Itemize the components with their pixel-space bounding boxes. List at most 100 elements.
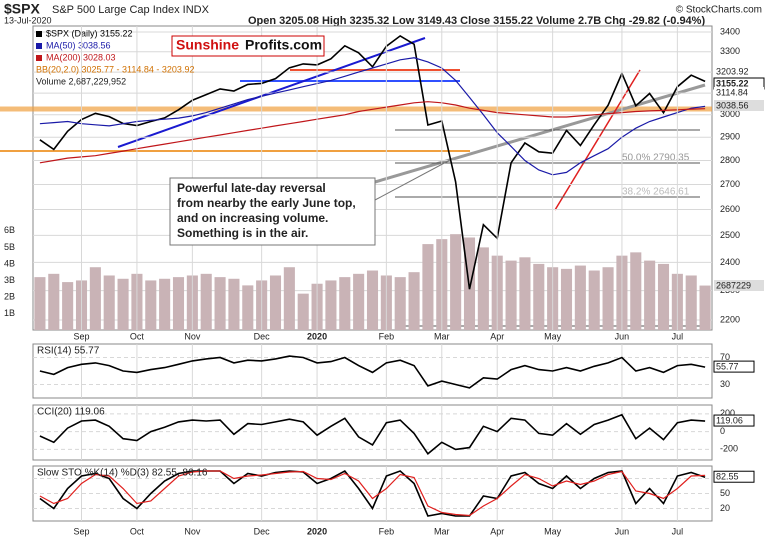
x-tick-label: Nov	[184, 526, 201, 536]
x-tick-label: Mar	[434, 526, 450, 536]
volume-bar	[477, 247, 489, 330]
y-tick-label: 2500	[720, 230, 740, 240]
x-tick-label: 2020	[307, 526, 327, 536]
y-tick-label: 3300	[720, 46, 740, 56]
trend-line	[117, 37, 426, 148]
volume-tick-label: 6B	[4, 225, 15, 235]
volume-bar	[644, 260, 656, 330]
volume-bar	[117, 278, 129, 330]
panel-title: CCI(20) 119.06	[37, 407, 105, 418]
price-label: 3114.84	[716, 87, 748, 97]
x-tick-label: Jun	[615, 331, 630, 341]
current-label-box	[713, 414, 755, 427]
y-tick-label: 2900	[720, 132, 740, 142]
volume-bar	[325, 280, 337, 330]
price-label-box	[714, 87, 764, 98]
watermark: Sunshine	[176, 37, 239, 53]
series-line	[39, 57, 706, 176]
series-line	[39, 470, 706, 517]
legend-entry: $SPX (Daily) 3155.22	[46, 28, 133, 38]
annotation: and on increasing volume.	[177, 211, 328, 225]
volume-bar	[339, 277, 351, 330]
y-tick-label: 2700	[720, 179, 740, 189]
x-tick-label: Oct	[130, 331, 145, 341]
volume-tick-label: 4B	[4, 258, 15, 268]
legend-volume: Volume 2,687,229,952	[36, 76, 126, 86]
volume-bar	[657, 263, 670, 330]
volume-bar	[588, 270, 600, 330]
volume-bar	[297, 293, 309, 330]
volume-bar	[228, 278, 240, 330]
volume-bar	[89, 267, 101, 330]
x-tick-label: Jul	[672, 331, 684, 341]
x-tick-label: Apr	[490, 331, 504, 341]
volume-bar	[145, 280, 157, 330]
price-label: 3155.22	[716, 78, 749, 88]
volume-tick-label: 2B	[4, 291, 15, 301]
legend-swatch	[36, 43, 42, 49]
watermark-box	[171, 35, 325, 57]
panel-title: Slow STO %K(14) %D(3) 82.55, 86.16	[37, 468, 208, 479]
current-label-box	[713, 470, 755, 483]
y-tick-label: 0	[720, 426, 725, 436]
y-tick-label: 3000	[720, 109, 740, 119]
volume-bar	[422, 244, 434, 330]
volume-tick-label: 3B	[4, 275, 15, 285]
annotation: from nearby the early June top,	[177, 196, 356, 210]
volume-bar	[103, 275, 115, 330]
volume-tick-label: 5B	[4, 242, 15, 252]
volume-bar	[48, 273, 60, 330]
volume-bar	[353, 273, 365, 330]
series-line	[39, 34, 706, 290]
volume-bar	[62, 282, 74, 330]
x-tick-label: May	[544, 331, 562, 341]
legend-swatch	[36, 55, 42, 61]
x-tick-label: Nov	[184, 331, 201, 341]
current-label: 119.06	[716, 415, 743, 425]
x-tick-label: 2020	[307, 331, 327, 341]
y-tick-label: 200	[720, 408, 735, 418]
price-label: 3203.92	[716, 66, 749, 76]
legend-entry: MA(50) 3038.56	[46, 40, 111, 50]
x-tick-label: Apr	[490, 526, 504, 536]
x-tick-label: Sep	[73, 331, 89, 341]
y-tick-label: 2600	[720, 204, 740, 214]
rsi-panel	[32, 343, 713, 399]
series-line	[39, 413, 706, 455]
current-label: 55.77	[716, 361, 739, 371]
volume-bar	[366, 270, 379, 330]
annotation-pointer	[374, 159, 451, 201]
y-tick-label: 2800	[720, 155, 740, 165]
fib-label: 50.0% 2790.35	[622, 153, 690, 164]
y-tick-label: 50	[720, 488, 730, 498]
x-tick-label: Mar	[434, 331, 450, 341]
annotation: Something is in the air.	[177, 226, 308, 240]
volume-bar	[242, 285, 254, 330]
volume-bar	[159, 278, 171, 330]
price-label-box	[714, 66, 764, 77]
volume-bar	[519, 257, 531, 330]
chart-date: 13-Jul-2020	[4, 15, 52, 25]
volume-bar	[533, 263, 545, 330]
x-tick-label: Dec	[254, 526, 271, 536]
volume-bar	[214, 277, 226, 330]
volume-tick-label: 1B	[4, 308, 15, 318]
volume-bar	[560, 268, 573, 330]
y-tick-label: 2400	[720, 257, 740, 267]
y-tick-label: 20	[720, 503, 730, 513]
y-tick-label: 30	[720, 379, 730, 389]
current-label: 82.55	[716, 472, 739, 482]
x-tick-label: Feb	[379, 331, 395, 341]
volume-bar	[283, 267, 295, 330]
source: © StockCharts.com	[676, 5, 762, 16]
cci-panel	[32, 404, 713, 461]
series-line	[39, 101, 706, 164]
price-label-box	[714, 100, 764, 111]
current-label-box	[713, 360, 755, 373]
annotation-box	[169, 177, 376, 246]
series-line	[39, 469, 706, 517]
volume-bar	[172, 277, 185, 330]
y-tick-label: -200	[720, 444, 738, 454]
y-tick-label: 3400	[720, 26, 740, 36]
x-tick-label: Jul	[672, 526, 684, 536]
